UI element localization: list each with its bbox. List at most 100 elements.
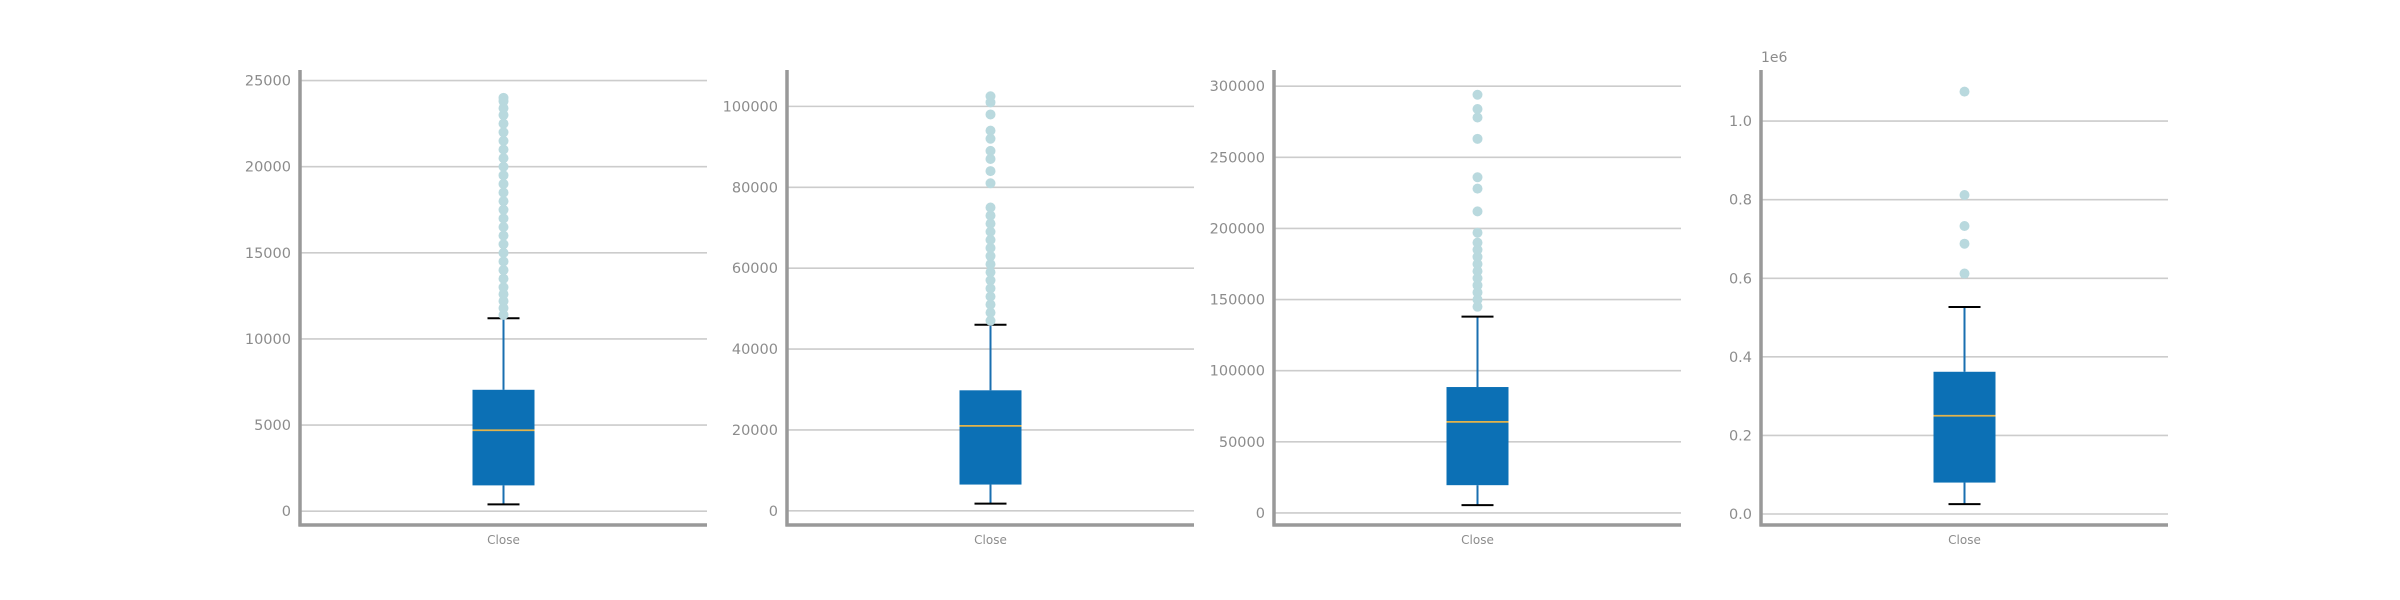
outlier-point [985, 242, 996, 253]
y-tick-label: 5000 [254, 418, 291, 434]
outlier-point [1472, 251, 1483, 262]
outlier-point [985, 291, 996, 302]
outlier-point [498, 247, 509, 258]
outlier-point [498, 296, 509, 307]
outlier-point [985, 125, 996, 136]
outlier-point [985, 315, 996, 326]
outlier-point [1472, 172, 1483, 183]
outlier-point [985, 275, 996, 286]
outlier-point [985, 91, 996, 102]
y-tick-label: 20000 [732, 423, 778, 439]
outlier-point [1959, 86, 1970, 97]
y-tick-label: 0 [1256, 506, 1265, 522]
outlier-point [498, 309, 509, 320]
outlier-point [498, 178, 509, 189]
y-tick-label: 0.4 [1729, 350, 1752, 366]
x-tick-label: Close [487, 533, 520, 547]
outlier-point [498, 265, 509, 276]
outlier-point [985, 307, 996, 318]
iqr-box [959, 390, 1022, 485]
outlier-point [1472, 206, 1483, 217]
y-tick-label: 200000 [1210, 221, 1265, 237]
outlier-point [985, 133, 996, 144]
outlier-point [1472, 89, 1483, 100]
outlier-point [1472, 244, 1483, 255]
outlier-point [498, 302, 509, 313]
y-tick-label: 0.2 [1729, 428, 1752, 444]
y-tick-label: 1.0 [1729, 114, 1752, 130]
outlier-point [985, 202, 996, 213]
iqr-box [472, 389, 535, 486]
outlier-point [985, 234, 996, 245]
y-tick-label: 0.8 [1729, 193, 1752, 209]
outlier-point [498, 289, 509, 300]
outlier-point [1472, 237, 1483, 248]
outlier-point [1959, 238, 1970, 249]
y-tick-label: 40000 [732, 342, 778, 358]
outlier-point [498, 161, 509, 172]
y-tick-label: 0 [769, 504, 778, 520]
outlier-point [985, 145, 996, 156]
x-tick-label: Close [1948, 533, 1981, 547]
x-tick-label: Close [1461, 533, 1494, 547]
y-tick-label: 15000 [245, 246, 291, 262]
outlier-point [498, 187, 509, 198]
y-tick-label: 80000 [732, 180, 778, 196]
outlier-point [498, 118, 509, 129]
outlier-point [985, 218, 996, 229]
outlier-point [498, 144, 509, 155]
outlier-point [498, 110, 509, 121]
outlier-point [498, 103, 509, 114]
outlier-point [1472, 227, 1483, 238]
y-tick-label: 50000 [1219, 435, 1265, 451]
outlier-point [985, 166, 996, 177]
outlier-point [1472, 273, 1483, 284]
outlier-point [985, 109, 996, 120]
outlier-point [498, 204, 509, 215]
outlier-point [1472, 294, 1483, 305]
chart-panel-3: 0 50000 100000 150000 200000 250000 300000 Clos… [1210, 70, 1681, 547]
y-tick-label: 10000 [245, 332, 291, 348]
y-tick-label: 0 [282, 504, 291, 520]
outlier-point [1472, 133, 1483, 144]
outlier-point [985, 226, 996, 237]
outlier-point [498, 153, 509, 164]
iqr-box [1933, 371, 1996, 483]
outlier-point [498, 196, 509, 207]
outlier-point [985, 267, 996, 278]
outlier-point [498, 256, 509, 267]
outlier-point [1472, 259, 1483, 270]
outlier-point [1959, 268, 1970, 279]
outlier-point [985, 251, 996, 262]
y-tick-label: 0.6 [1729, 271, 1752, 287]
y-tick-label: 60000 [732, 261, 778, 277]
outlier-point [985, 210, 996, 221]
outlier-point [1472, 103, 1483, 114]
outlier-point [1472, 301, 1483, 312]
y-tick-label: 150000 [1210, 293, 1265, 309]
outlier-point [1472, 280, 1483, 291]
x-tick-label: Close [974, 533, 1007, 547]
outlier-point [498, 92, 509, 103]
outlier-point [1959, 221, 1970, 232]
outlier-point [498, 135, 509, 146]
outlier-point [1472, 183, 1483, 194]
chart-panel-4: 0.0 0.2 0.4 0.6 0.8 1.0 1e6 Close [1729, 50, 2168, 547]
y-tick-label: 100000 [723, 99, 778, 115]
outlier-point [498, 127, 509, 138]
outlier-point [498, 273, 509, 284]
outlier-point [498, 239, 509, 250]
y-tick-label: 0.0 [1729, 507, 1752, 523]
y-offset-text: 1e6 [1761, 50, 1788, 66]
outlier-point [1959, 189, 1970, 200]
outlier-point [985, 153, 996, 164]
outlier-point [1472, 266, 1483, 277]
outlier-point [498, 213, 509, 224]
outlier-point [498, 230, 509, 241]
y-tick-label: 300000 [1210, 79, 1265, 95]
outlier-point [498, 170, 509, 181]
outlier-point [985, 259, 996, 270]
outlier-point [1472, 287, 1483, 298]
outlier-point [985, 178, 996, 189]
chart-panel-2: 0 20000 40000 60000 80000 100000 Close [723, 70, 1194, 547]
